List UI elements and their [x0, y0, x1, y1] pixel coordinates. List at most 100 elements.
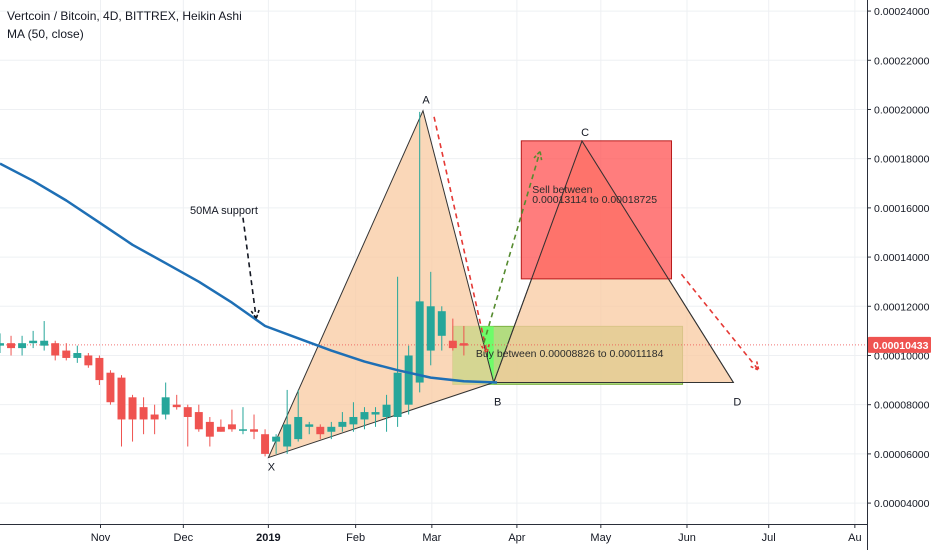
candle-body	[216, 426, 225, 432]
candle-body	[239, 429, 247, 431]
candle-body	[261, 434, 270, 454]
sell-zone	[520, 140, 673, 280]
candle-body	[393, 372, 402, 417]
y-tick-label: 0.00014000	[874, 252, 930, 264]
arrow-head-black	[250, 309, 260, 321]
arrows	[242, 116, 760, 372]
candle-body	[139, 407, 148, 420]
pattern-point-label-x: X	[268, 462, 276, 474]
indicator-label: MA (50, close)	[7, 27, 84, 41]
y-tick-label: 0.00024000	[874, 6, 930, 18]
candle-body	[84, 355, 93, 366]
candle-body	[448, 340, 457, 349]
y-tick-label: 0.00004000	[874, 498, 930, 510]
ma50-line	[0, 162, 498, 384]
candle-body	[205, 421, 214, 437]
annotation-50ma-support: 50MA support	[190, 205, 258, 217]
annotation-sell-between: Sell between	[532, 184, 592, 196]
pattern-point-label-b: B	[494, 397, 501, 409]
y-tick-label: 0.00016000	[874, 203, 930, 215]
candle-body	[371, 412, 380, 415]
x-tick-label: Dec	[174, 532, 194, 544]
time-axis-bg	[0, 524, 932, 550]
arrow-head-red	[480, 344, 490, 355]
arrow-head-red	[750, 361, 760, 372]
candle-body	[194, 412, 203, 430]
x-tick-label: Au	[848, 532, 861, 544]
y-tick-label: 0.00008000	[874, 400, 930, 412]
candle-body	[272, 436, 281, 442]
annotation-buy-between: Buy between 0.00008826 to 0.00011184	[476, 348, 664, 360]
y-tick-label: 0.00020000	[874, 104, 930, 116]
candle-body	[338, 421, 347, 427]
candle-body	[426, 306, 435, 351]
pattern-point-label-a: A	[422, 95, 430, 107]
candle-body	[283, 424, 292, 447]
candle-body	[415, 301, 424, 383]
y-tick-label: 0.00022000	[874, 55, 930, 67]
candle-body	[128, 397, 137, 420]
x-tick-label: Mar	[422, 532, 441, 544]
candle-body	[161, 397, 170, 415]
candle-body	[172, 404, 181, 408]
candle-body	[106, 372, 115, 403]
candle-body	[437, 311, 446, 336]
candle-body	[404, 355, 413, 405]
y-tick-label: 0.00018000	[874, 154, 930, 166]
x-tick-label: Jun	[678, 532, 696, 544]
candle-body	[183, 407, 192, 417]
candle-body	[29, 340, 38, 344]
arrow-head-green	[533, 149, 543, 161]
annotation-sell-between: 0.00013114 to 0.00018725	[532, 194, 657, 206]
pattern-bcd-edge	[493, 139, 734, 383]
candle-body	[459, 343, 468, 346]
price-axis-bg	[867, 0, 932, 550]
candles	[0, 111, 468, 457]
candle-body	[117, 377, 126, 420]
last-price-badge	[868, 336, 931, 353]
candle-body	[62, 350, 71, 358]
pattern-xab-triangle	[267, 109, 495, 459]
candle-body	[294, 416, 303, 440]
candle-body	[227, 424, 236, 430]
ma-line-group	[0, 162, 498, 384]
x-tick-label: Apr	[508, 532, 525, 544]
candle-body	[382, 404, 391, 417]
candle-body	[150, 414, 159, 420]
x-tick-label: Feb	[346, 532, 365, 544]
candle-body	[73, 353, 82, 358]
harmonic-pattern: X A B C D	[267, 95, 741, 474]
last-price-label: 0.00010433	[873, 340, 929, 352]
arrow-green	[482, 151, 541, 344]
candle-body	[305, 424, 314, 427]
candle-body	[95, 357, 104, 381]
x-tick-label: Jul	[762, 532, 776, 544]
candle-body	[349, 416, 358, 425]
x-tick-label: Nov	[91, 532, 111, 544]
arrow-red	[680, 273, 760, 371]
arrow-black	[242, 217, 258, 319]
arrow-red	[433, 116, 488, 354]
pattern-point-label-d: D	[733, 397, 741, 409]
y-tick-label: 0.00010000	[874, 350, 930, 362]
candle-body	[250, 429, 259, 432]
candle-body	[18, 343, 27, 349]
chart-legend: Vertcoin / Bitcoin, 4D, BITTREX, Heikin …	[7, 7, 242, 43]
pattern-point-label-c: C	[581, 127, 589, 139]
candle-body	[0, 343, 4, 346]
y-tick-label: 0.00012000	[874, 301, 930, 313]
symbol-title: Vertcoin / Bitcoin, 4D, BITTREX, Heikin …	[7, 9, 242, 23]
y-tick-label: 0.00006000	[874, 449, 930, 461]
candle-body	[327, 426, 336, 432]
x-tick-label: 2019	[256, 532, 280, 544]
candle-body	[316, 426, 325, 435]
candle-body	[360, 412, 369, 420]
candle-body	[51, 343, 60, 356]
candle-body	[40, 340, 49, 346]
candle-body	[7, 343, 16, 349]
x-tick-label: May	[590, 532, 611, 544]
